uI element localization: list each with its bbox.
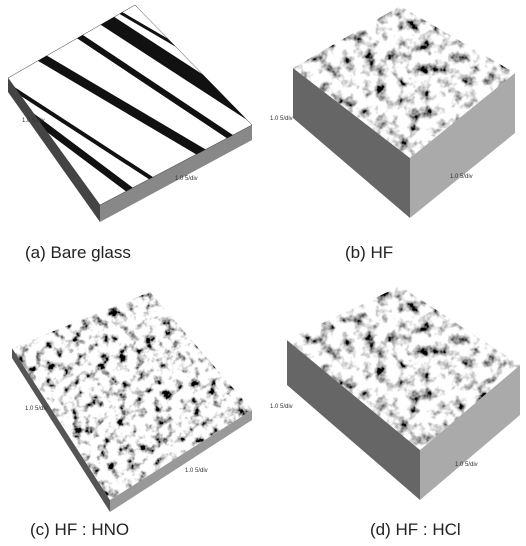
page: {"panels": [ {"caption": "(a) Bare glass… bbox=[0, 0, 526, 546]
x-axis-label: 1.0 5/div bbox=[450, 174, 473, 180]
y-axis-label: 1.0 5/div bbox=[25, 406, 48, 412]
y-axis-label: 1.0 5/div bbox=[270, 116, 293, 122]
y-axis-label: 1.0 5/div bbox=[22, 118, 45, 124]
panel-a: 1.0 5/div 1.0 5/div (a) Bare glass bbox=[0, 0, 270, 262]
y-axis-label: 1.0 5/div bbox=[270, 404, 293, 410]
panel-d: 1.0 5/div 1.0 5/div (d) HF : HCl bbox=[270, 286, 520, 539]
caption: (d) HF : HCl bbox=[370, 520, 461, 539]
x-axis-label: 1.0 5/div bbox=[455, 462, 478, 468]
caption: (b) HF bbox=[345, 243, 393, 262]
top-face bbox=[12, 292, 252, 500]
panel-c: 1.0 5/div 1.0 5/div (c) HF : HNO bbox=[12, 292, 252, 539]
caption: (c) HF : HNO bbox=[30, 520, 129, 539]
x-axis-label: 1.0 5/div bbox=[175, 176, 198, 182]
x-axis-label: 1.0 5/div bbox=[185, 468, 208, 474]
caption: (a) Bare glass bbox=[25, 243, 131, 262]
figure: 1.0 5/div 1.0 5/div (a) Bare glass 1.0 5… bbox=[0, 0, 526, 546]
panel-b: 1.0 5/div 1.0 5/div (b) HF bbox=[270, 6, 515, 262]
